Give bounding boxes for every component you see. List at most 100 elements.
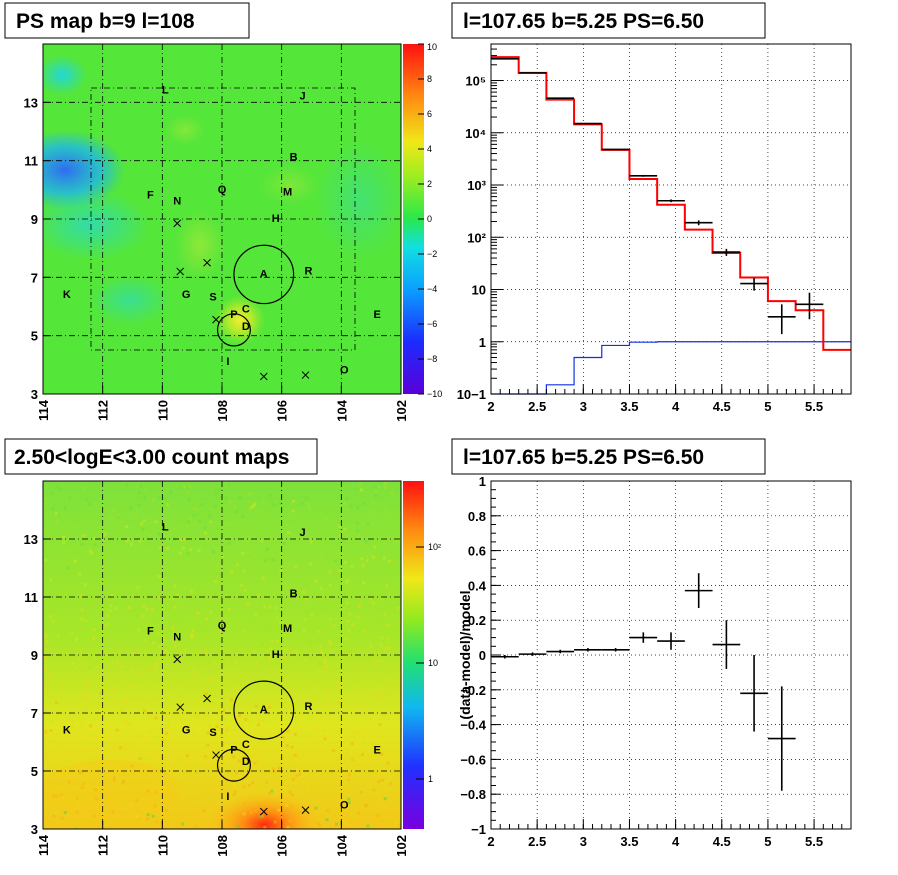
count-map-pixel (166, 586, 170, 590)
count-map-pixel (185, 524, 189, 528)
count-map-pixel (389, 690, 393, 694)
count-map-pixel (149, 715, 152, 719)
count-map-pixel (196, 715, 200, 719)
count-map-pixel (333, 559, 337, 563)
spectrum-grid (491, 44, 851, 394)
ps-map-grid (43, 44, 401, 394)
count-map-pixel (57, 513, 61, 517)
count-map-pixel (194, 824, 197, 828)
count-map-pixel (75, 810, 79, 814)
count-map-pixel (290, 764, 294, 768)
count-map-pixel (248, 507, 252, 511)
count-map-pixel (67, 585, 71, 589)
count-map-pixel (189, 705, 193, 709)
source-label: P (230, 745, 237, 757)
count-map-pixel (181, 546, 185, 550)
count-map-pixel (384, 482, 387, 485)
count-map-pixel (218, 629, 222, 633)
source-label: A (260, 704, 268, 716)
count-map-crosses (173, 655, 310, 816)
count-map-pixel (352, 684, 356, 688)
count-map-pixel (157, 581, 161, 585)
ps-map-crosses (173, 219, 310, 381)
count-map-pixel (246, 603, 250, 607)
count-map-pixel (79, 594, 83, 598)
count-map-pixel (197, 764, 201, 768)
count-map-pixel (298, 756, 302, 760)
count-map-pixel (268, 659, 272, 663)
count-map-pixel (293, 732, 297, 736)
count-map-pixel (336, 661, 340, 665)
count-map-pixel (238, 496, 242, 500)
count-map-pixel (319, 596, 323, 600)
source-label: B (290, 588, 298, 600)
count-map-pixel (267, 705, 271, 709)
count-map-pixel (261, 810, 264, 813)
count-map-pixel (299, 611, 303, 615)
count-map-pixel (268, 605, 272, 609)
count-map-pixel (71, 662, 75, 666)
count-map-pixel (142, 604, 146, 608)
count-map-pixel (192, 506, 196, 510)
count-map-pixel (206, 699, 210, 703)
source-circle (216, 313, 251, 347)
count-map-pixel (307, 731, 311, 735)
count-map-pixel (173, 605, 177, 609)
count-map-pixel (154, 791, 158, 795)
count-map-pixel (102, 718, 106, 722)
x-tick-label: 5 (764, 399, 771, 414)
x-tick-label: 112 (96, 835, 111, 856)
count-map-pixel (227, 608, 231, 611)
count-map-pixel (173, 645, 177, 648)
source-label: K (63, 724, 71, 736)
count-map-pixel (183, 561, 187, 565)
count-map-pixel (215, 564, 219, 568)
count-map-pixel (358, 482, 362, 486)
count-map-pixel (131, 671, 135, 675)
count-map-pixel (380, 778, 384, 782)
count-map-pixel (211, 685, 215, 689)
count-map-pixel (127, 584, 131, 588)
count-map-pixel (270, 670, 274, 673)
source-cross-marker (203, 694, 211, 703)
count-map-pixel (188, 485, 192, 489)
count-map-pixel (263, 559, 267, 563)
count-map-pixel (345, 497, 349, 500)
count-map-pixel (376, 485, 380, 489)
count-map-pixel (162, 804, 166, 808)
count-map-pixel (258, 815, 262, 819)
count-map-pixel (111, 747, 114, 751)
x-tick-label: 102 (394, 400, 409, 422)
count-map-pixel (326, 670, 330, 673)
count-map-pixel (108, 609, 112, 613)
y-tick-label: 3 (31, 822, 38, 837)
count-map-pixel (362, 541, 366, 545)
count-map-pixel (139, 485, 143, 488)
count-map-pixel (237, 781, 240, 785)
count-map-pixel (171, 563, 175, 567)
count-map-pixel (259, 612, 262, 616)
count-map-pixel (55, 794, 59, 798)
source-label: A (260, 268, 268, 280)
count-map-pixel (268, 494, 272, 498)
count-map-pixel (277, 808, 281, 812)
count-map-pixel (111, 509, 115, 513)
count-map-pixel (382, 789, 386, 793)
count-map-pixel (386, 772, 389, 776)
count-map-pixel (214, 492, 218, 496)
count-map-pixel (93, 543, 97, 547)
count-map-pixel (209, 610, 213, 614)
count-map-pixel (218, 487, 222, 491)
count-map-pixel (196, 624, 200, 628)
count-map-pixel (203, 526, 207, 529)
count-map-pixel (115, 728, 119, 732)
count-map-pixel (314, 787, 318, 791)
count-map-pixel (63, 811, 67, 815)
count-map-pixel (100, 519, 103, 523)
count-map-pixel (369, 645, 373, 648)
x-tick-label: 106 (275, 835, 290, 857)
y-tick-label: 0 (479, 648, 486, 663)
count-map-pixel (141, 807, 145, 811)
count-map-pixel (54, 811, 57, 815)
